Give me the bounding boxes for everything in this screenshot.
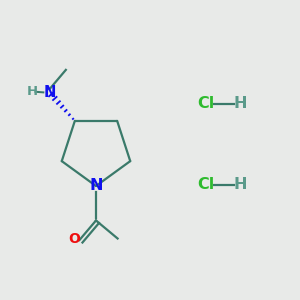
Text: H: H — [233, 96, 247, 111]
Text: Cl: Cl — [197, 96, 214, 111]
Text: O: O — [68, 232, 80, 246]
Text: N: N — [43, 85, 56, 100]
Text: H: H — [233, 177, 247, 192]
Text: Cl: Cl — [197, 177, 214, 192]
Text: H: H — [26, 85, 38, 98]
Text: N: N — [89, 178, 103, 194]
